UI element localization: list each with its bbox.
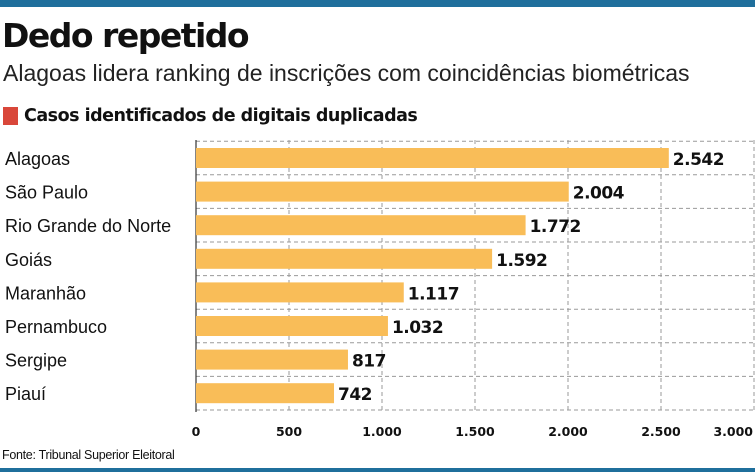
x-tick-label: 500 bbox=[276, 424, 302, 439]
chart-title: Dedo repetido bbox=[2, 16, 250, 55]
category-label: Sergipe bbox=[5, 351, 67, 371]
category-label: São Paulo bbox=[5, 183, 88, 203]
bar bbox=[196, 148, 669, 168]
value-label: 1.117 bbox=[408, 284, 459, 304]
bar bbox=[196, 282, 404, 303]
section-header: Casos identificados de digitais duplicad… bbox=[3, 104, 418, 128]
bar bbox=[196, 316, 388, 336]
value-label: 742 bbox=[338, 385, 372, 405]
section-label: Casos identificados de digitais duplicad… bbox=[24, 106, 418, 126]
bar bbox=[196, 383, 335, 404]
value-label: 2.542 bbox=[673, 150, 724, 170]
x-tick-label: 1.500 bbox=[455, 424, 495, 439]
category-label: Rio Grande do Norte bbox=[5, 216, 171, 236]
bar bbox=[196, 248, 493, 269]
category-label: Alagoas bbox=[5, 149, 70, 169]
category-label: Maranhão bbox=[5, 283, 86, 303]
x-tick-label: 2.000 bbox=[548, 424, 588, 439]
value-label: 1.592 bbox=[496, 251, 547, 271]
x-tick-label: 0 bbox=[192, 424, 201, 439]
value-label: 1.032 bbox=[392, 318, 443, 338]
bar bbox=[196, 215, 526, 236]
x-tick-label: 2.500 bbox=[641, 424, 681, 439]
section-marker bbox=[3, 107, 18, 125]
x-tick-label: 1.000 bbox=[362, 424, 402, 439]
value-label: 2.004 bbox=[573, 184, 625, 204]
bar bbox=[196, 181, 569, 202]
category-label: Pernambuco bbox=[5, 317, 107, 337]
bar bbox=[196, 349, 348, 370]
top-rule bbox=[0, 0, 755, 7]
x-tick-label: 3.000 bbox=[713, 424, 753, 439]
category-label: Goiás bbox=[5, 250, 52, 270]
source-note: Fonte: Tribunal Superior Eleitoral bbox=[2, 448, 175, 462]
bar-chart: Alagoas 2.542 São Paulo 2.004 Rio Grande do … bbox=[5, 140, 755, 439]
value-label: 817 bbox=[352, 352, 386, 372]
bottom-rule bbox=[0, 468, 755, 472]
chart-subtitle: Alagoas lidera ranking de inscrições com… bbox=[3, 60, 690, 86]
value-label: 1.772 bbox=[530, 217, 581, 237]
category-label: Piauí bbox=[5, 384, 46, 404]
